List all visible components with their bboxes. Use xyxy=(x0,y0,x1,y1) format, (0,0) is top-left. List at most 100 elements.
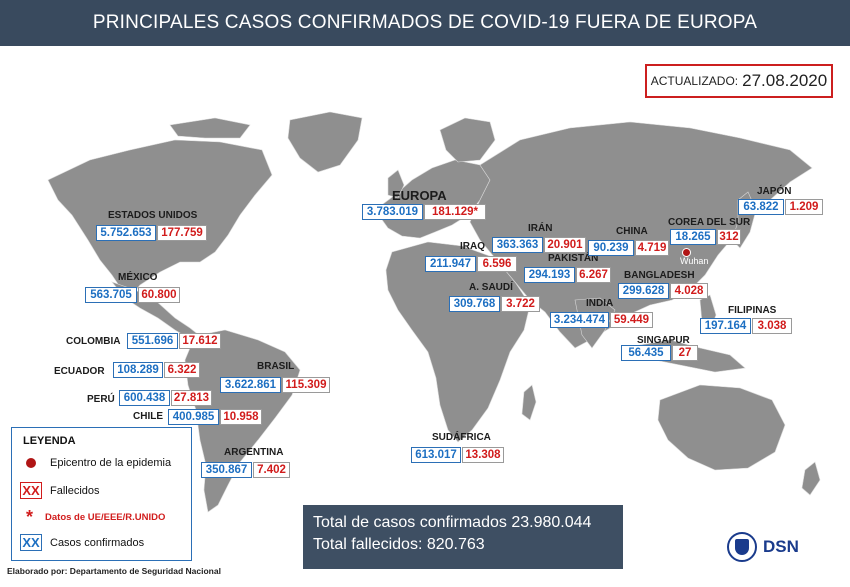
cases-box-sudafrica: 613.017 xyxy=(411,447,461,463)
cases-swatch-icon: XX xyxy=(20,534,42,551)
deaths-box-bangladesh: 4.028 xyxy=(670,283,708,299)
legend-casos-text: Casos confirmados xyxy=(50,536,145,549)
page-title: PRINCIPALES CASOS CONFIRMADOS DE COVID-1… xyxy=(92,12,758,33)
deaths-box-chile: 10.958 xyxy=(220,409,262,425)
cases-box-mexico: 563.705 xyxy=(85,287,137,303)
asterisk-icon: * xyxy=(26,507,34,527)
wuhan-label: Wuhan xyxy=(680,256,709,266)
title-bar: PRINCIPALES CASOS CONFIRMADOS DE COVID-1… xyxy=(0,0,850,46)
cases-box-japon: 63.822 xyxy=(738,199,784,215)
cases-box-bangladesh: 299.628 xyxy=(618,283,669,299)
scandinavia-shape xyxy=(439,117,496,163)
region-name-colombia: COLOMBIA xyxy=(66,336,121,347)
dsn-logo-text: DSN xyxy=(763,537,799,556)
region-name-japon: JAPÓN xyxy=(757,186,792,197)
deaths-swatch-icon: XX xyxy=(20,482,42,499)
legend-row-datos-ue: * Datos de UE/EEE/R.UNIDO xyxy=(20,508,165,526)
deaths-box-estados-unidos: 177.759 xyxy=(157,225,207,241)
region-name-brasil: BRASIL xyxy=(257,361,295,372)
cases-box-a-saudi: 309.768 xyxy=(449,296,500,312)
legend-fallecidos-text: Fallecidos xyxy=(50,484,100,497)
australia-shape xyxy=(657,384,786,471)
deaths-box-peru: 27.813 xyxy=(171,390,212,406)
legend-row-epicentro: Epicentro de la epidemia xyxy=(20,457,171,469)
madagascar-shape xyxy=(521,384,537,421)
deaths-box-europa: 181.129* xyxy=(424,204,486,220)
epicenter-dot-icon xyxy=(26,458,36,468)
region-name-iran: IRÁN xyxy=(528,223,553,234)
region-name-peru: PERÚ xyxy=(87,394,115,405)
deaths-box-pakistan: 6.267 xyxy=(576,267,611,283)
region-name-china: CHINA xyxy=(616,226,648,237)
totals-panel: Total de casos confirmados 23.980.044 To… xyxy=(303,505,623,569)
greenland-shape xyxy=(287,111,363,173)
cases-box-chile: 400.985 xyxy=(168,409,219,425)
arctic-islands-shape xyxy=(169,117,251,139)
deaths-box-sudafrica: 13.308 xyxy=(462,447,504,463)
cases-box-iran: 363.363 xyxy=(492,237,543,253)
total-deaths: Total fallecidos: 820.763 xyxy=(313,536,485,553)
deaths-box-japon: 1.209 xyxy=(785,199,823,215)
cases-box-peru: 600.438 xyxy=(119,390,170,406)
new-zealand-shape xyxy=(801,461,821,496)
region-name-singapur: SINGAPUR xyxy=(637,335,690,346)
legend-datos-ue-text: Datos de UE/EEE/R.UNIDO xyxy=(45,511,166,523)
cases-box-colombia: 551.696 xyxy=(127,333,178,349)
region-name-pakistan: PAKISTÁN xyxy=(548,253,599,264)
update-label: ACTUALIZADO: xyxy=(650,74,739,88)
deaths-box-iraq: 6.596 xyxy=(477,256,517,272)
deaths-box-corea-del-sur: 312 xyxy=(717,229,741,245)
update-box: ACTUALIZADO: 27.08.2020 xyxy=(645,64,833,98)
deaths-box-a-saudi: 3.722 xyxy=(501,296,540,312)
deaths-box-india: 59.449 xyxy=(610,312,653,328)
legend-epicentro-text: Epicentro de la epidemia xyxy=(50,457,172,469)
deaths-box-singapur: 27 xyxy=(672,345,698,361)
region-name-a-saudi: A. SAUDÍ xyxy=(469,282,513,293)
cases-box-iraq: 211.947 xyxy=(425,256,476,272)
total-cases: Total de casos confirmados 23.980.044 xyxy=(313,514,592,531)
cases-box-corea-del-sur: 18.265 xyxy=(670,229,716,245)
cases-box-filipinas: 197.164 xyxy=(700,318,751,334)
region-name-chile: CHILE xyxy=(133,411,163,422)
deaths-box-colombia: 17.612 xyxy=(179,333,221,349)
region-name-sudafrica: SUDÁFRICA xyxy=(432,432,491,443)
cases-box-europa: 3.783.019 xyxy=(362,204,423,220)
region-name-india: INDIA xyxy=(586,298,614,309)
uk-shape xyxy=(387,169,405,199)
deaths-box-ecuador: 6.322 xyxy=(164,362,200,378)
update-date: 27.08.2020 xyxy=(742,71,828,90)
legend: LEYENDA Epicentro de la epidemia XX Fall… xyxy=(11,427,192,561)
cases-box-brasil: 3.622.861 xyxy=(220,377,281,393)
cases-box-ecuador: 108.289 xyxy=(113,362,163,378)
deaths-box-iran: 20.901 xyxy=(544,237,586,253)
deaths-box-mexico: 60.800 xyxy=(138,287,180,303)
dsn-logo: DSN xyxy=(727,532,799,562)
epicenter-marker xyxy=(682,248,691,257)
deaths-box-brasil: 115.309 xyxy=(282,377,330,393)
region-name-estados-unidos: ESTADOS UNIDOS xyxy=(108,210,198,221)
deaths-box-china: 4.719 xyxy=(635,240,669,256)
region-name-iraq: IRAQ xyxy=(460,241,485,252)
cases-box-china: 90.239 xyxy=(588,240,634,256)
region-name-corea-del-sur: COREA DEL SUR xyxy=(668,217,751,228)
legend-row-casos: XX Casos confirmados xyxy=(20,534,144,551)
region-name-filipinas: FILIPINAS xyxy=(728,305,777,316)
legend-title: LEYENDA xyxy=(23,435,76,447)
region-name-bangladesh: BANGLADESH xyxy=(624,270,695,281)
cases-box-pakistan: 294.193 xyxy=(524,267,575,283)
north-america-shape xyxy=(47,139,273,301)
region-name-ecuador: ECUADOR xyxy=(54,366,105,377)
region-name-europa: EUROPA xyxy=(392,188,447,203)
region-name-mexico: MÉXICO xyxy=(118,272,158,283)
coat-of-arms-icon xyxy=(727,532,757,562)
credit-line: Elaborado por: Departamento de Seguridad… xyxy=(7,566,221,576)
deaths-box-argentina: 7.402 xyxy=(253,462,290,478)
legend-row-fallecidos: XX Fallecidos xyxy=(20,482,100,499)
cases-box-estados-unidos: 5.752.653 xyxy=(96,225,156,241)
region-name-argentina: ARGENTINA xyxy=(224,447,284,458)
cases-box-india: 3.234.474 xyxy=(550,312,609,328)
cases-box-argentina: 350.867 xyxy=(201,462,252,478)
deaths-box-filipinas: 3.038 xyxy=(752,318,792,334)
cases-box-singapur: 56.435 xyxy=(621,345,671,361)
